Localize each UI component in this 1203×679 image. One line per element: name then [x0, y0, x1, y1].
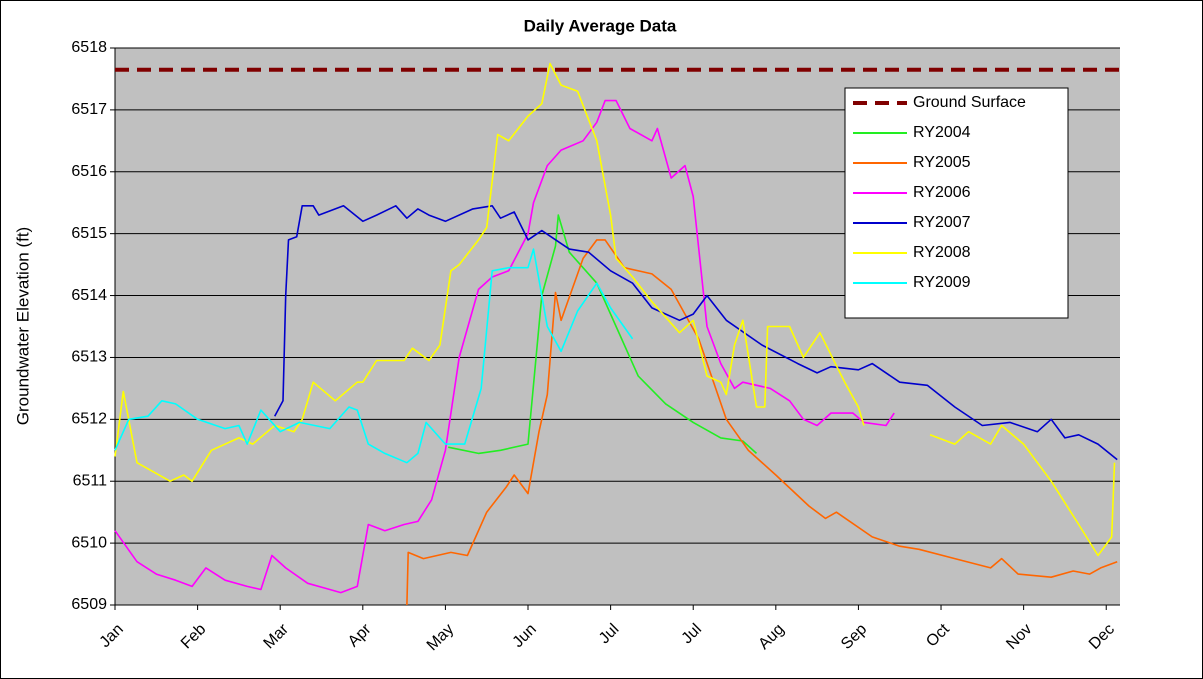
legend-box: [844, 87, 1069, 319]
legend-label: RY2008: [913, 244, 971, 261]
y-tick-label: 6514: [71, 287, 107, 304]
y-tick-label: 6512: [71, 411, 107, 428]
y-tick-label: 6515: [71, 225, 107, 242]
series-line: [448, 214, 758, 455]
y-axis-label: Groundwater Elevation (ft): [13, 227, 32, 425]
series-line: [406, 239, 1118, 606]
y-tick-label: 6509: [71, 596, 107, 613]
series-line: [273, 205, 1118, 461]
series-line: [114, 62, 1116, 557]
series-line: [114, 248, 634, 464]
legend-label: Ground Surface: [913, 94, 1026, 111]
legend-label: RY2009: [913, 274, 971, 291]
legend-label: RY2007: [913, 214, 971, 231]
y-tick-label: 6517: [71, 101, 107, 118]
y-tick-label: 6518: [71, 39, 107, 56]
y-tick-label: 6516: [71, 163, 107, 180]
legend-label: RY2004: [913, 124, 971, 141]
y-tick-label: 6510: [71, 534, 107, 551]
chart-title: Daily Average Data: [524, 16, 677, 35]
legend-label: RY2006: [913, 184, 971, 201]
legend-label: RY2005: [913, 154, 971, 171]
series-line: [114, 99, 895, 594]
y-tick-label: 6511: [73, 472, 108, 489]
y-tick-label: 6513: [71, 349, 107, 366]
